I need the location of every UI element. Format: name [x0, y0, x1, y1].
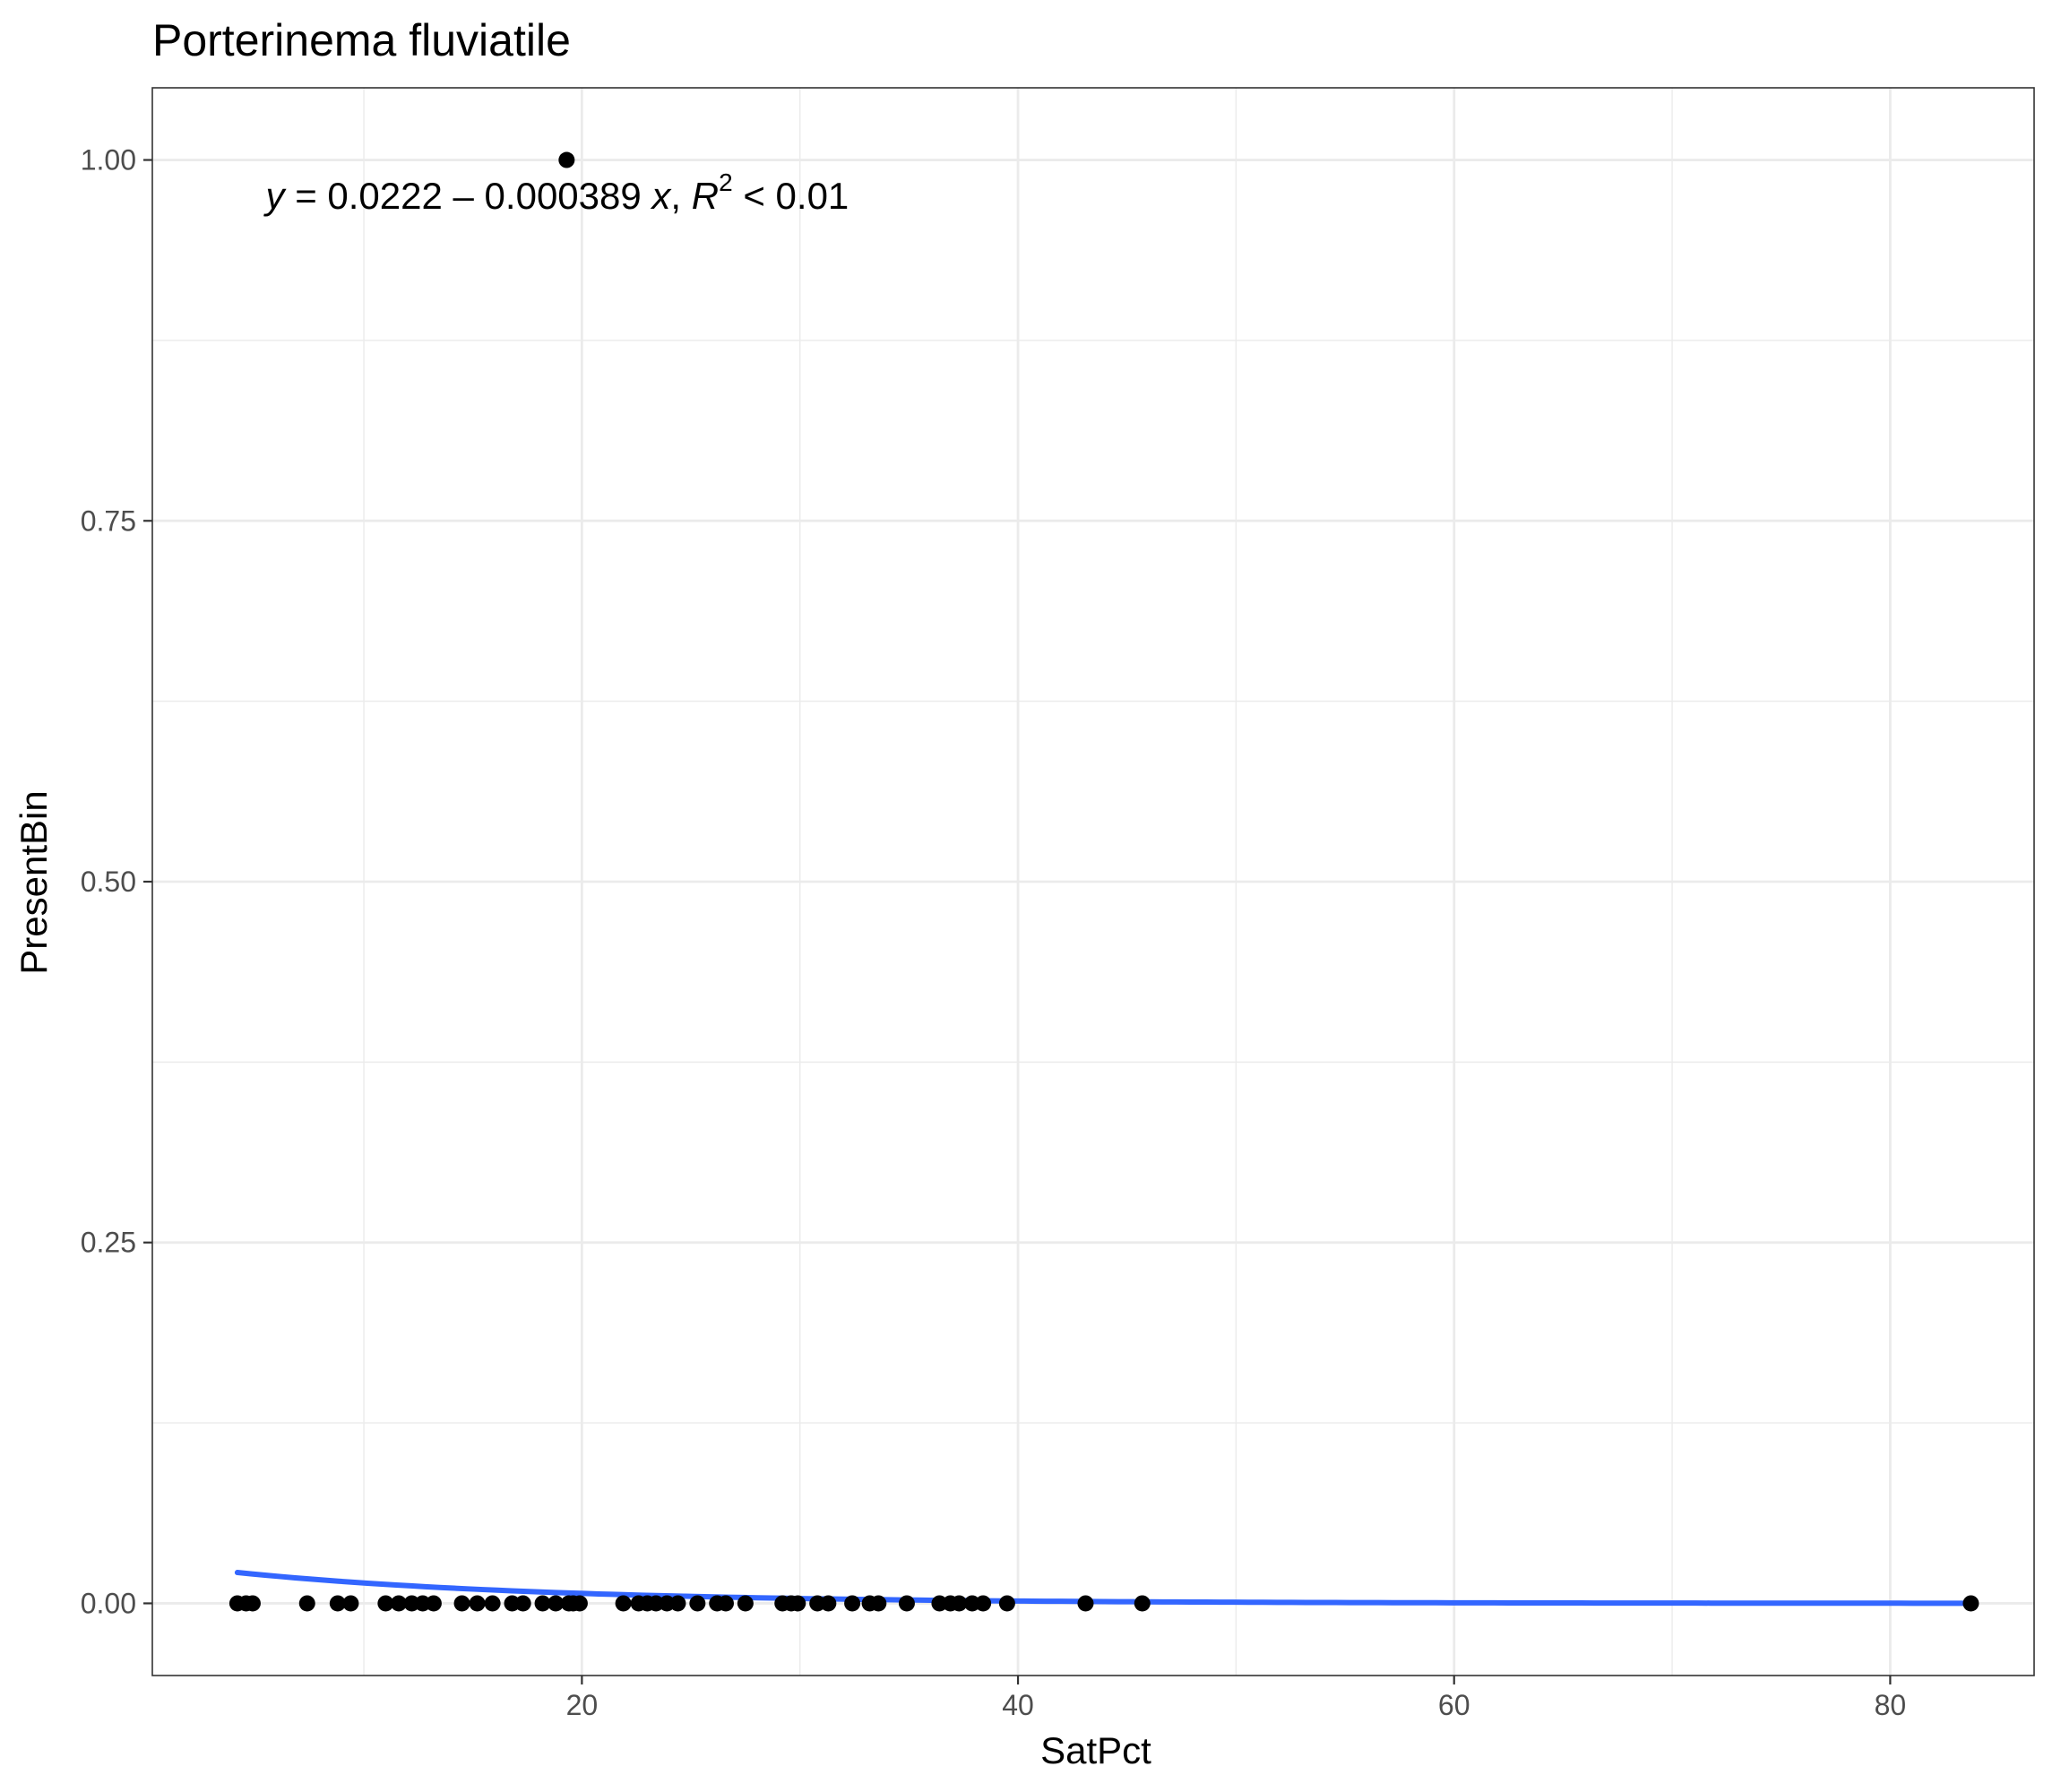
data-point: [571, 1595, 588, 1612]
data-point: [975, 1595, 992, 1612]
x-tick-label: 80: [1875, 1689, 1907, 1721]
minor-gridlines: [152, 88, 2034, 1676]
data-point: [514, 1595, 531, 1612]
x-tick-label: 60: [1438, 1689, 1470, 1721]
y-tick-label: 0.75: [81, 504, 136, 537]
data-point: [1134, 1595, 1151, 1612]
x-tick-label: 20: [566, 1689, 599, 1721]
data-point: [898, 1595, 915, 1612]
data-point: [377, 1595, 394, 1612]
data-point: [717, 1595, 734, 1612]
data-point: [820, 1595, 837, 1612]
y-axis: 0.00 0.25 0.50 0.75 1.00: [81, 144, 152, 1619]
data-point: [1077, 1595, 1094, 1612]
equation-part: ,: [670, 175, 691, 217]
data-points: [229, 151, 1979, 1612]
data-point: [548, 1595, 565, 1612]
equation-part: < 0.01: [733, 175, 849, 217]
data-point: [244, 1595, 261, 1612]
data-point: [469, 1595, 486, 1612]
data-point: [342, 1595, 359, 1612]
data-point: [998, 1595, 1015, 1612]
x-axis: 20 40 60 80: [566, 1676, 1907, 1721]
data-point: [669, 1595, 686, 1612]
data-point: [558, 151, 575, 168]
data-point: [329, 1595, 346, 1612]
data-point: [951, 1595, 968, 1612]
data-point: [534, 1595, 551, 1612]
data-point: [425, 1595, 442, 1612]
y-tick-label: 0.50: [81, 866, 136, 898]
chart-title: Porterinema fluviatile: [152, 15, 571, 65]
y-axis-title: PresentBin: [13, 790, 55, 974]
data-point: [390, 1595, 407, 1612]
data-point: [789, 1595, 806, 1612]
data-point: [737, 1595, 754, 1612]
x-tick-label: 40: [1002, 1689, 1034, 1721]
equation-part: y: [263, 175, 288, 217]
equation-part: = 0.0222 – 0.000389: [285, 175, 652, 217]
data-point: [689, 1595, 706, 1612]
data-point: [453, 1595, 470, 1612]
y-tick-label: 1.00: [81, 144, 136, 177]
x-axis-title: SatPct: [1040, 1729, 1151, 1771]
equation-part: x: [650, 175, 672, 217]
y-tick-label: 0.25: [81, 1227, 136, 1259]
data-point: [298, 1595, 315, 1612]
data-point: [615, 1595, 632, 1612]
equation-part: R: [692, 175, 719, 217]
data-point: [870, 1595, 887, 1612]
fit-line: [234, 1570, 1974, 1607]
data-point: [1962, 1595, 1979, 1612]
data-point: [484, 1595, 501, 1612]
equation-superscript: 2: [719, 168, 733, 196]
regression-equation: y = 0.0222 – 0.000389 x, R2 < 0.01: [263, 168, 849, 217]
data-point: [844, 1595, 861, 1612]
y-tick-label: 0.00: [81, 1587, 136, 1619]
